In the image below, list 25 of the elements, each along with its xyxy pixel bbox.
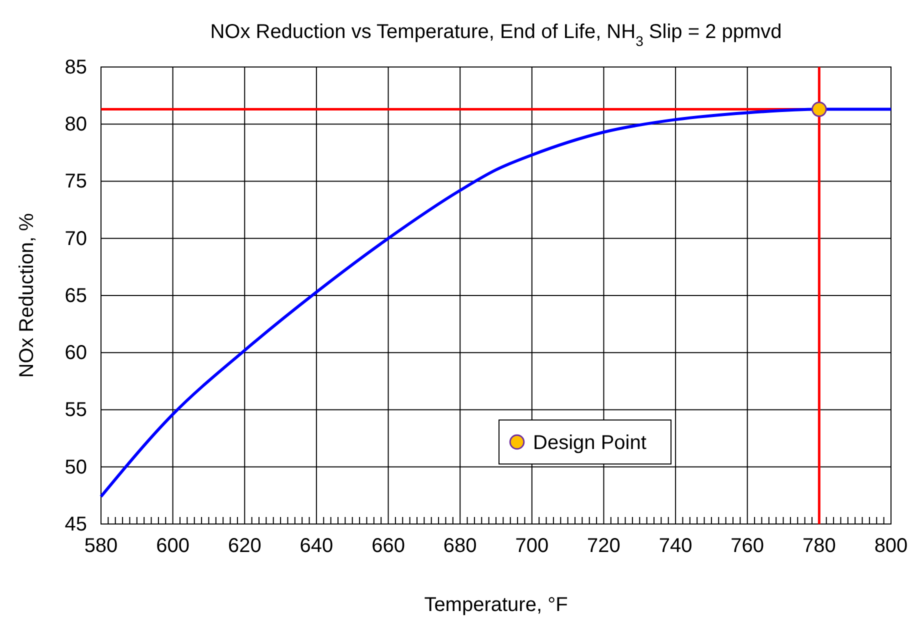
x-axis-title: Temperature, °F — [424, 594, 568, 616]
x-tick-label: 660 — [372, 535, 405, 558]
y-tick-label: 65 — [64, 284, 87, 307]
legend-label: Design Point — [533, 432, 647, 454]
x-tick-label: 700 — [515, 535, 549, 558]
y-tick-label: 50 — [64, 456, 87, 478]
x-tick-label: 780 — [802, 535, 836, 558]
x-tick-label: 640 — [300, 535, 334, 558]
y-axis-title: NOx Reduction, % — [16, 213, 38, 378]
x-tick-label: 620 — [228, 535, 262, 558]
x-tick-label: 580 — [84, 535, 118, 558]
x-tick-label: 740 — [658, 535, 692, 558]
y-tick-label: 85 — [64, 56, 87, 78]
chart-title: NOx Reduction vs Temperature, End of Life, NH$_{3}$ Slip = 2 ppmvd — [210, 21, 782, 49]
x-tick-label: 600 — [156, 535, 190, 558]
y-tick-label: 70 — [64, 228, 87, 250]
x-tick-label: 800 — [874, 535, 908, 558]
y-tick-label: 55 — [64, 399, 87, 422]
y-tick-label: 45 — [64, 513, 87, 536]
y-tick-label: 60 — [64, 342, 87, 364]
y-tick-label: 80 — [64, 114, 87, 136]
x-tick-label: 760 — [730, 535, 764, 558]
y-tick-label: 75 — [64, 170, 87, 193]
x-tick-label: 680 — [443, 535, 477, 558]
x-tick-label: 720 — [587, 535, 620, 558]
